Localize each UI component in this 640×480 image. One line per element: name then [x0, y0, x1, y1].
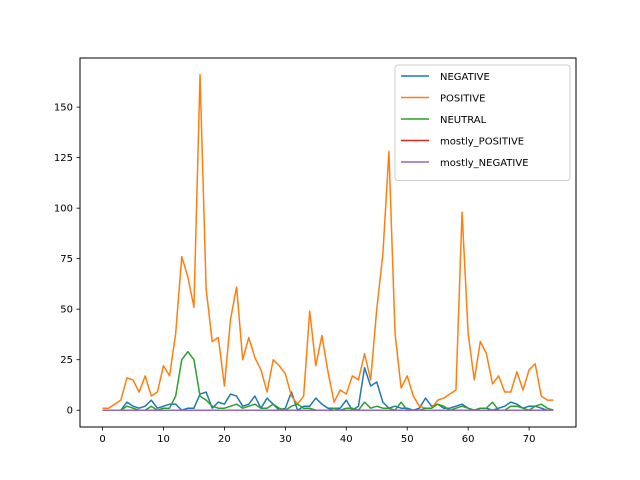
y-tick-label: 125 [54, 153, 73, 164]
x-tick-label: 10 [157, 434, 170, 445]
y-tick-label: 0 [67, 406, 73, 417]
y-axis: 0 25 50 75 100 125 150 [54, 103, 80, 417]
x-tick-label: 60 [462, 434, 475, 445]
x-tick-label: 0 [99, 434, 105, 445]
x-tick-label: 30 [279, 434, 292, 445]
legend-label: NEGATIVE [440, 72, 490, 83]
series-line-positive [102, 74, 554, 409]
x-tick-label: 50 [401, 434, 414, 445]
x-axis: 0 10 20 30 40 50 60 70 [99, 427, 535, 445]
legend-label: POSITIVE [440, 94, 485, 105]
y-tick-label: 50 [60, 305, 73, 316]
legend-label: mostly_NEGATIVE [440, 158, 529, 169]
y-tick-label: 75 [60, 254, 73, 265]
legend: NEGATIVE POSITIVE NEUTRAL mostly_POSITIVEmo… [394, 64, 571, 181]
y-tick-label: 25 [60, 355, 73, 366]
x-tick-label: 40 [340, 434, 353, 445]
x-tick-label: 20 [218, 434, 231, 445]
y-tick-label: 150 [54, 103, 73, 114]
legend-label: NEUTRAL [440, 115, 487, 126]
plot-frame [79, 57, 577, 428]
legend-box [394, 64, 571, 181]
x-tick-label: 70 [523, 434, 536, 445]
legend-label: mostly_POSITIVE [440, 137, 524, 148]
series-layer [102, 74, 554, 411]
y-tick-label: 100 [54, 204, 73, 215]
